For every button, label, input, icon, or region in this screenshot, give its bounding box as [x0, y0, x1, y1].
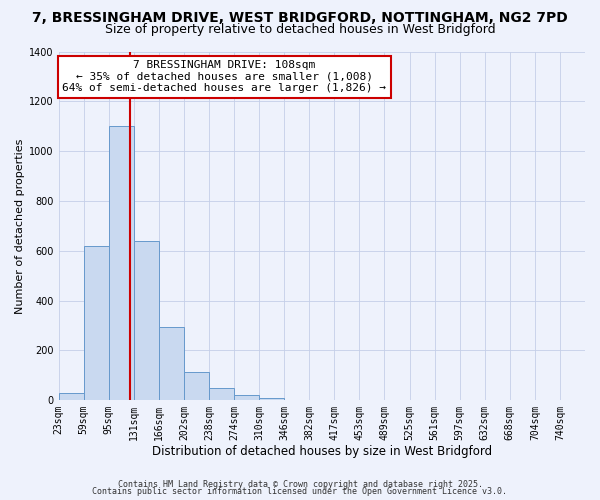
Bar [109, 126, 134, 400]
Bar [59, 392, 83, 400]
Text: 7, BRESSINGHAM DRIVE, WEST BRIDGFORD, NOTTINGHAM, NG2 7PD: 7, BRESSINGHAM DRIVE, WEST BRIDGFORD, NO… [32, 12, 568, 26]
Bar [209, 388, 234, 400]
Text: Size of property relative to detached houses in West Bridgford: Size of property relative to detached ho… [104, 22, 496, 36]
Bar [259, 398, 284, 400]
Bar [184, 372, 209, 400]
Bar [159, 326, 184, 400]
Text: 7 BRESSINGHAM DRIVE: 108sqm
← 35% of detached houses are smaller (1,008)
64% of : 7 BRESSINGHAM DRIVE: 108sqm ← 35% of det… [62, 60, 386, 94]
Bar [234, 395, 259, 400]
Bar [84, 246, 109, 400]
Y-axis label: Number of detached properties: Number of detached properties [15, 138, 25, 314]
Bar [134, 241, 159, 400]
X-axis label: Distribution of detached houses by size in West Bridgford: Distribution of detached houses by size … [152, 444, 492, 458]
Text: Contains public sector information licensed under the Open Government Licence v3: Contains public sector information licen… [92, 487, 508, 496]
Text: Contains HM Land Registry data © Crown copyright and database right 2025.: Contains HM Land Registry data © Crown c… [118, 480, 482, 489]
